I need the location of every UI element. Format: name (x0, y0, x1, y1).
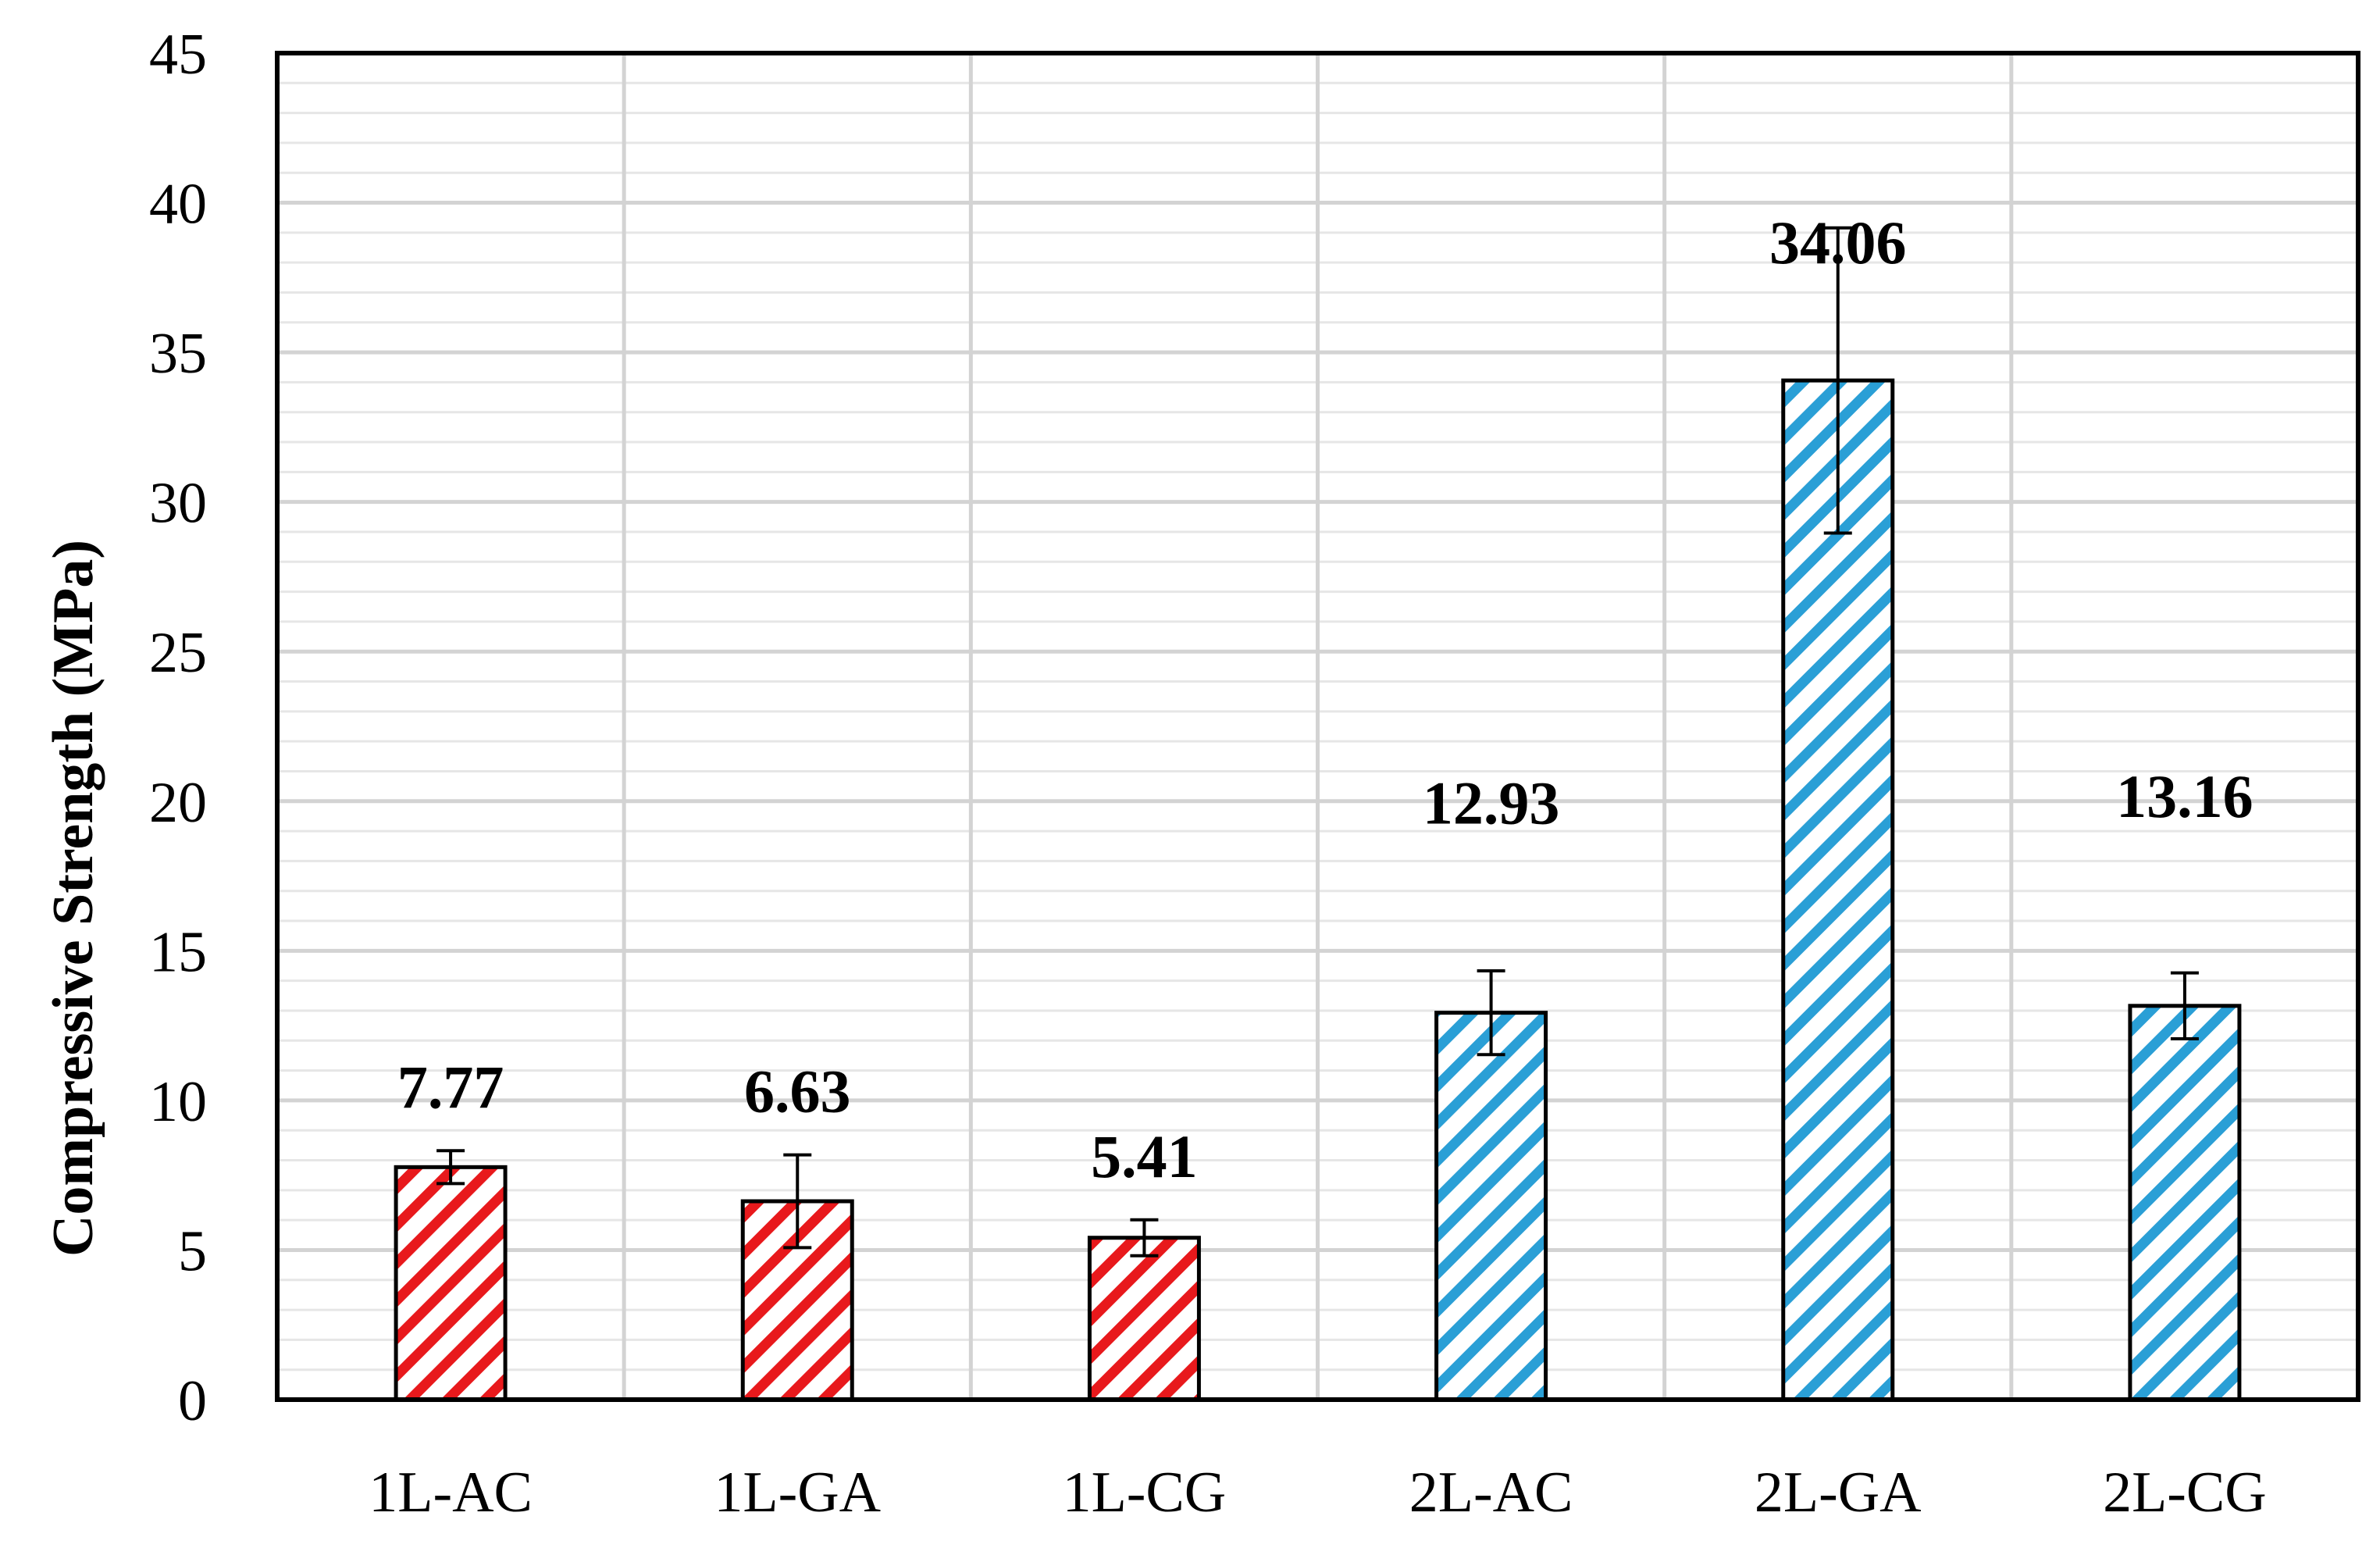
category-label: 1L-AC (369, 1461, 533, 1525)
plot-border (275, 51, 2360, 1402)
y-tick-label: 45 (149, 23, 207, 87)
y-tick-label: 5 (178, 1219, 207, 1283)
category-label: 1L-GA (714, 1461, 881, 1525)
data-label: 6.63 (744, 1058, 851, 1125)
y-tick-label: 30 (149, 472, 207, 536)
labels: 7.77 1L-AC 6.63 1L-GA 5.41 1L-CG 12.93 2L-AC 34.… (149, 23, 2267, 1525)
bars (394, 226, 2242, 1402)
data-label: 13.16 (2116, 762, 2254, 830)
y-tick-label: 35 (149, 322, 207, 386)
category-label: 2L-AC (1409, 1461, 1573, 1525)
y-tick-label: 0 (178, 1369, 207, 1433)
bar-2l-ac (1434, 1011, 1548, 1402)
bar-1l-ac (394, 1165, 508, 1402)
category-label: 2L-GA (1755, 1461, 1922, 1525)
y-tick-label: 20 (149, 771, 207, 835)
y-tick-label: 40 (149, 173, 207, 237)
data-label: 5.41 (1091, 1122, 1198, 1190)
y-axis-title: Compressive Strength (MPa) (41, 540, 105, 1257)
data-label: 7.77 (397, 1053, 504, 1121)
data-label: 12.93 (1423, 769, 1560, 837)
y-tick-label: 25 (149, 621, 207, 685)
category-label: 1L-CG (1063, 1461, 1227, 1525)
y-tick-label: 10 (149, 1070, 207, 1134)
plot-frame (275, 51, 2360, 1402)
grid (277, 51, 2358, 1402)
bar-1l-cg (1087, 1236, 1201, 1402)
bar-2l-cg (2128, 1004, 2242, 1402)
category-label: 2L-CG (2103, 1461, 2267, 1525)
data-label: 34.06 (1769, 209, 1907, 276)
y-tick-label: 15 (149, 920, 207, 984)
